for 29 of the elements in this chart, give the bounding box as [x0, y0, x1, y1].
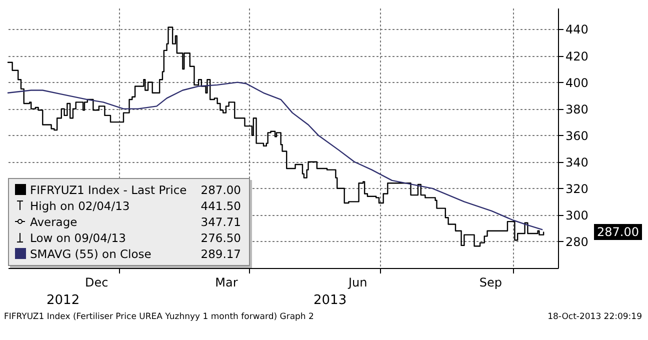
x-tick-label: Mar [215, 276, 238, 290]
annotation: 289.17 [200, 246, 242, 262]
y-tick-label: 420 [566, 49, 588, 64]
text: 287.00 [597, 225, 639, 240]
annotation: 347.71 [200, 214, 242, 230]
y-tick-label: 300 [566, 208, 588, 222]
y-tick-label: 320 [566, 182, 588, 196]
x-tick-label: Jun [347, 276, 368, 290]
text: 2012 [46, 293, 80, 308]
text: 2013 [314, 293, 347, 308]
x-tick-label: Dec [84, 276, 108, 290]
line-series [7, 82, 543, 230]
y-tick-label: 440 [566, 22, 588, 37]
y-tick-label: 400 [566, 76, 588, 90]
legend-label: SMAVG (55) on Close [29, 246, 152, 262]
annotation: Average [29, 214, 78, 230]
x-tick-label: Sep [479, 276, 502, 290]
y-tick-label: 340 [566, 155, 588, 170]
y-tick-label: 380 [566, 102, 588, 116]
annotation: High on 02/04/13 [29, 198, 131, 214]
legend-label: FIFRYUZ1 Index - Last Price [29, 182, 188, 198]
annotation: Low on 09/04/13 [29, 230, 127, 246]
annotation: 287.00 [200, 182, 242, 198]
y-tick-label: 360 [566, 128, 588, 143]
text: 18-Oct-2013 22:09:19 [548, 312, 642, 322]
annotation: 441.50 [200, 198, 242, 214]
text: FIFRYUZ1 Index (Fertiliser Price UREA Yuzhnyy 1 month forward) Graph 2 [4, 312, 314, 322]
annotation: 276.50 [200, 230, 242, 246]
y-tick-label: 280 [566, 234, 588, 249]
